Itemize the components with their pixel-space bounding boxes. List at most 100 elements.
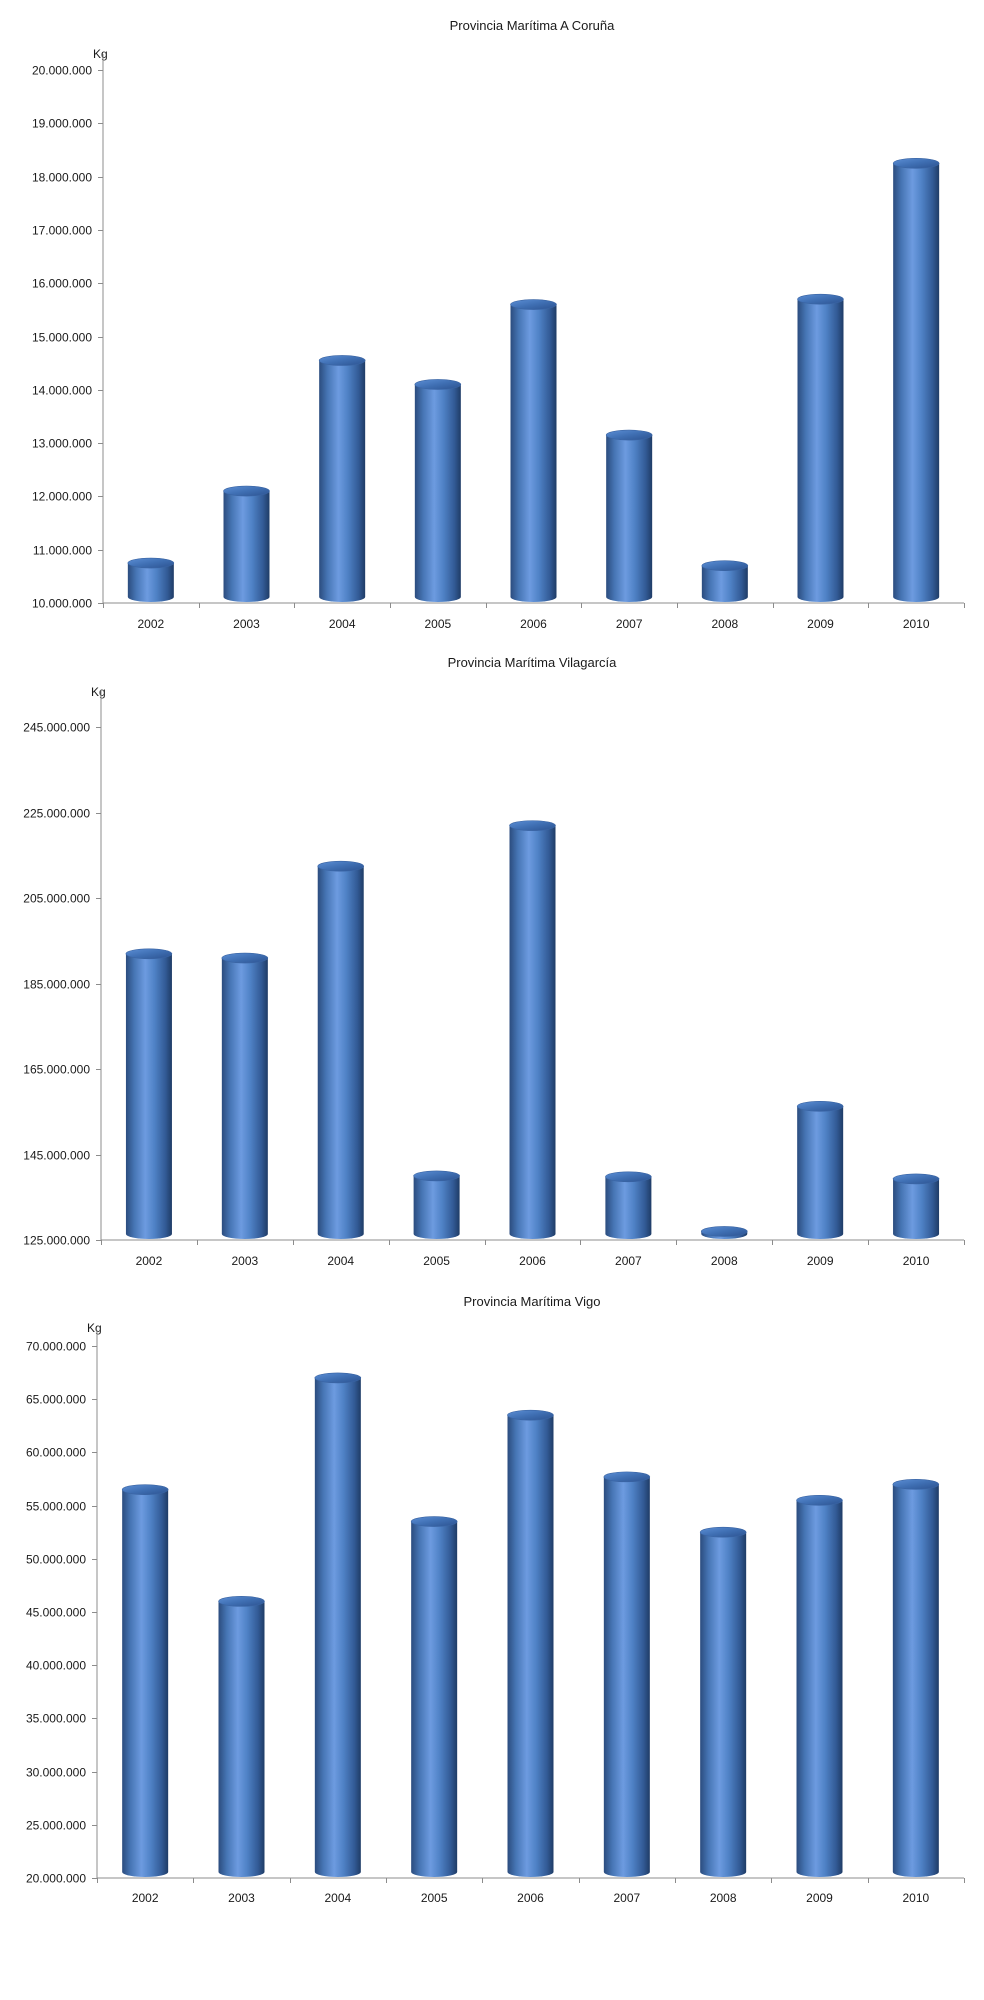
bar [797, 293, 844, 602]
x-tick-label: 2007 [613, 1891, 640, 1905]
bar-top [892, 1479, 940, 1490]
y-tick-label: 45.000.000 [26, 1606, 86, 1620]
y-tick-label: 30.000.000 [26, 1766, 86, 1780]
bar-top [605, 1171, 652, 1183]
bar [892, 157, 940, 602]
bar-body [413, 1175, 460, 1239]
bar-top [318, 355, 366, 366]
bar [218, 1596, 265, 1877]
x-tick-label: 2005 [423, 1254, 450, 1268]
bar [318, 355, 366, 602]
y-tick-label: 35.000.000 [26, 1712, 86, 1726]
bar-body [892, 1484, 939, 1877]
bar-top [314, 1372, 362, 1384]
bar [410, 1516, 458, 1877]
bar-top [121, 1484, 169, 1495]
y-tick-label: 70.000.000 [26, 1340, 86, 1354]
x-tick-label: 2004 [324, 1891, 351, 1905]
bar-body [122, 1489, 169, 1877]
bar-body [221, 958, 268, 1239]
bar-body [314, 1377, 361, 1877]
y-tick-label: 12.000.000 [32, 490, 92, 504]
chart-2: Provincia Marítima Vilagarcía Kg 125.000.0… [23, 655, 965, 1268]
bar-top [507, 1409, 554, 1421]
y-tick-label: 17.000.000 [32, 224, 92, 238]
bar-body [223, 491, 270, 602]
bar [699, 1526, 747, 1877]
bar [605, 1171, 652, 1239]
x-tick-label: 2007 [615, 1254, 642, 1268]
bar-body [606, 435, 653, 602]
bar-top [700, 1226, 748, 1237]
y-tick-label: 15.000.000 [32, 331, 92, 345]
bar-body [507, 1415, 554, 1877]
bar-body [893, 163, 940, 602]
bar-body [605, 1176, 652, 1239]
bar-top [605, 429, 653, 441]
bar [509, 820, 556, 1239]
bar [603, 1471, 651, 1877]
bar-body [701, 565, 748, 602]
x-tick-label: 2009 [807, 617, 834, 631]
bar-top [221, 952, 269, 964]
bar-top [509, 820, 556, 831]
x-tick-label: 2005 [424, 617, 451, 631]
y-unit-label: Kg [91, 685, 106, 699]
x-tick-label: 2006 [517, 1891, 544, 1905]
y-tick-label: 60.000.000 [26, 1446, 86, 1460]
x-tick-label: 2010 [903, 617, 930, 631]
chart-title: Provincia Marítima A Coruña [450, 18, 616, 33]
x-tick-label: 2009 [806, 1891, 833, 1905]
bar [317, 860, 365, 1239]
y-tick-label: 185.000.000 [23, 978, 90, 992]
x-tick-label: 2008 [710, 1891, 737, 1905]
chart-3: Provincia Marítima Vigo Kg 20.000.000 25.00… [26, 1294, 965, 1905]
bar [701, 560, 749, 602]
y-tick-label: 165.000.000 [23, 1063, 90, 1077]
y-tick-label: 25.000.000 [26, 1819, 86, 1833]
x-tick-label: 2010 [903, 1254, 930, 1268]
bar-top [317, 860, 365, 872]
x-tick-label: 2002 [137, 617, 164, 631]
bar-top [127, 557, 175, 569]
bar [413, 1170, 460, 1239]
bar [127, 557, 175, 602]
bar-body [127, 563, 174, 602]
y-tick-label: 20.000.000 [26, 1872, 86, 1886]
y-tick-label: 11.000.000 [33, 544, 92, 558]
bar-body [510, 304, 557, 602]
chart-title: Provincia Marítima Vigo [463, 1294, 600, 1309]
bar [125, 948, 173, 1239]
bar-body [317, 866, 364, 1239]
y-tick-label: 18.000.000 [32, 171, 92, 185]
x-tick-label: 2002 [136, 1254, 163, 1268]
bar-top [414, 379, 462, 390]
x-tick-label: 2004 [327, 1254, 354, 1268]
bar-body [893, 1178, 940, 1239]
y-tick-label: 10.000.000 [32, 597, 92, 611]
bar [223, 485, 270, 602]
bar [796, 1494, 843, 1877]
x-tick-label: 2003 [228, 1891, 255, 1905]
bar-body [414, 384, 461, 602]
y-tick-label: 14.000.000 [32, 384, 92, 398]
x-tick-label: 2006 [520, 617, 547, 631]
bar [510, 299, 557, 602]
x-tick-label: 2003 [233, 617, 260, 631]
bar-top [603, 1471, 651, 1483]
bar [121, 1484, 169, 1877]
x-tick-label: 2002 [132, 1891, 159, 1905]
y-tick-label: 40.000.000 [26, 1659, 86, 1673]
x-tick-label: 2008 [711, 617, 738, 631]
x-tick-label: 2006 [519, 1254, 546, 1268]
y-tick-label: 20.000.000 [32, 64, 92, 78]
bar-body [411, 1521, 458, 1877]
x-tick-label: 2007 [616, 617, 643, 631]
bar-top [699, 1526, 747, 1538]
bar-top [218, 1596, 265, 1607]
y-tick-label: 19.000.000 [32, 117, 92, 131]
bar-top [410, 1516, 458, 1527]
bar-top [701, 560, 749, 571]
bar-body [218, 1601, 265, 1877]
bar [892, 1479, 940, 1877]
